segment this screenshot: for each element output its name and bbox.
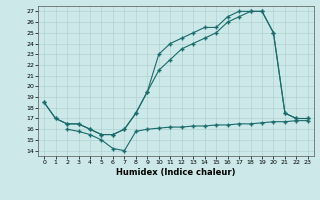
- X-axis label: Humidex (Indice chaleur): Humidex (Indice chaleur): [116, 168, 236, 177]
